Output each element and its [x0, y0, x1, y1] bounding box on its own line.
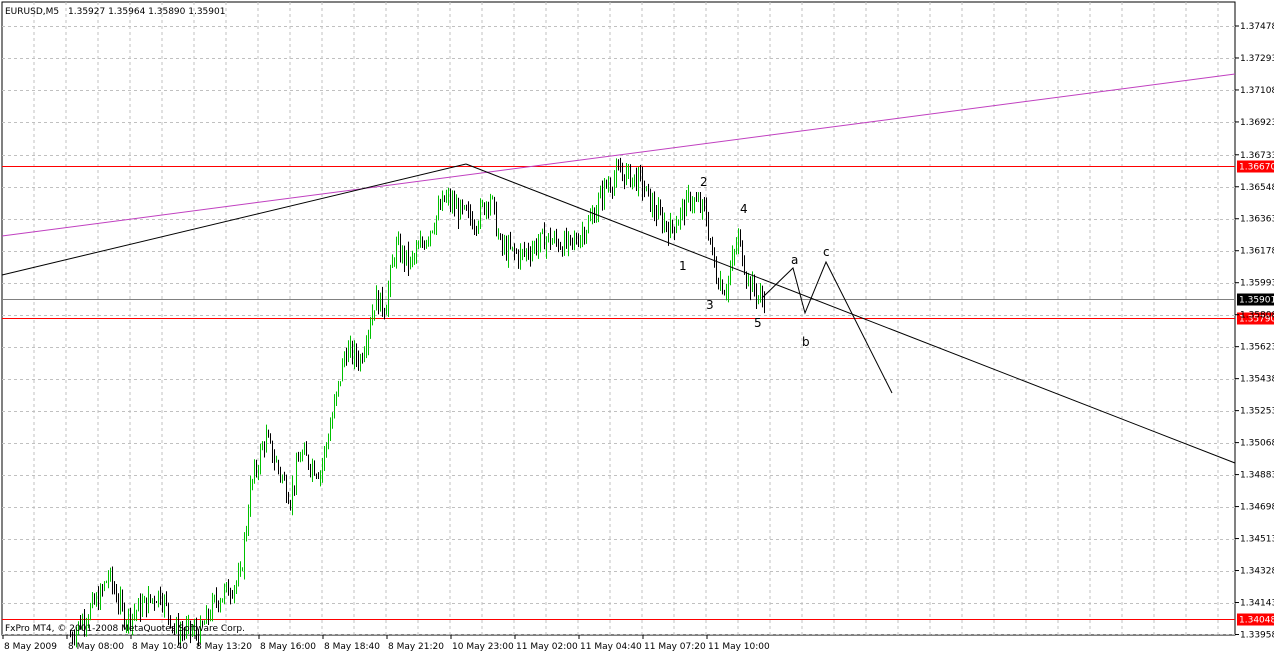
time-tick-label: 11 May 07:20 — [644, 642, 706, 652]
price-tick-label: 1.34328 — [1240, 567, 1274, 577]
time-tick-label: 8 May 08:00 — [68, 642, 124, 652]
price-tick-label: 1.36923 — [1240, 118, 1274, 128]
time-tick-label: 8 May 21:20 — [388, 642, 444, 652]
wave-label-4: 4 — [740, 202, 748, 216]
grid — [2, 2, 1235, 635]
price-tick-label: 1.34513 — [1240, 535, 1274, 545]
price-tick-label: 1.35068 — [1240, 439, 1274, 449]
channel-line — [1, 73, 1236, 237]
price-tick-label: 1.33958 — [1240, 631, 1274, 641]
time-tick-label: 11 May 04:40 — [580, 642, 642, 652]
price-tick-label: 1.35438 — [1240, 375, 1274, 385]
price-tick-label: 1.34143 — [1240, 599, 1274, 609]
current-price-label: 1.35901 — [1239, 296, 1274, 306]
price-tick-label: 1.34883 — [1240, 471, 1274, 481]
wave-label-2: 2 — [700, 175, 708, 189]
price-tick-label: 1.35253 — [1240, 407, 1274, 417]
candles — [70, 157, 765, 648]
horizontal-levels: 1.36670 1.35790 1.34048 1.35901 — [2, 160, 1274, 626]
wave-label-5: 5 — [754, 316, 762, 330]
price-level-box — [1237, 613, 1274, 626]
price-level-box — [1237, 160, 1274, 173]
wave-labels: 1 2 3 4 5 a b c — [679, 175, 830, 349]
price-tick-label: 1.36548 — [1240, 183, 1274, 193]
wave-label-c: c — [823, 245, 830, 259]
price-level-box — [1237, 312, 1274, 325]
price-tick-label: 1.34698 — [1240, 503, 1274, 513]
price-tick-label: 1.36733 — [1240, 151, 1274, 161]
price-tick-label: 1.36178 — [1240, 247, 1274, 257]
wave-projection-line — [761, 260, 893, 394]
wave-label-3: 3 — [706, 298, 714, 312]
time-tick-label: 11 May 02:00 — [516, 642, 578, 652]
price-level-label: 1.36670 — [1239, 163, 1274, 173]
trend-lines — [1, 73, 1236, 464]
copyright-text: FxPro MT4, © 2001-2008 MetaQuotes Softwa… — [5, 624, 245, 634]
chart-header-ohlc: 1.35927 1.35964 1.35890 1.35901 — [68, 7, 225, 17]
price-tick-label: 1.35993 — [1240, 279, 1274, 289]
wave-label-b: b — [802, 335, 810, 349]
price-tick-label: 1.37293 — [1240, 54, 1274, 64]
time-tick-label: 8 May 10:40 — [132, 642, 188, 652]
price-level-label: 1.34048 — [1239, 616, 1274, 626]
time-axis: 8 May 2009 8 May 08:00 8 May 10:40 8 May 13… — [2, 635, 770, 652]
time-tick-label: 8 May 2009 — [4, 642, 57, 652]
price-tick-label: 1.37478 — [1240, 22, 1274, 32]
price-tick-label: 1.35808 — [1240, 311, 1274, 321]
time-tick-label: 8 May 16:00 — [260, 642, 316, 652]
resistance-trend-line — [465, 163, 1236, 464]
support-trend-line — [1, 163, 467, 276]
price-level-label: 1.35790 — [1239, 315, 1274, 325]
time-tick-label: 8 May 18:40 — [324, 642, 380, 652]
wave-label-a: a — [791, 253, 798, 267]
time-tick-label: 10 May 23:00 — [452, 642, 514, 652]
price-axis: 1.37478 1.37293 1.37108 1.36923 1.36733 1.365… — [1235, 22, 1274, 641]
time-tick-label: 8 May 13:20 — [196, 642, 252, 652]
price-tick-label: 1.36363 — [1240, 215, 1274, 225]
price-tick-label: 1.37108 — [1240, 86, 1274, 96]
price-tick-label: 1.35623 — [1240, 343, 1274, 353]
chart-header-symbol: EURUSD,M5 — [5, 7, 59, 17]
time-tick-label: 11 May 10:00 — [708, 642, 770, 652]
current-price-box — [1237, 293, 1274, 306]
wave-label-1: 1 — [679, 259, 687, 273]
